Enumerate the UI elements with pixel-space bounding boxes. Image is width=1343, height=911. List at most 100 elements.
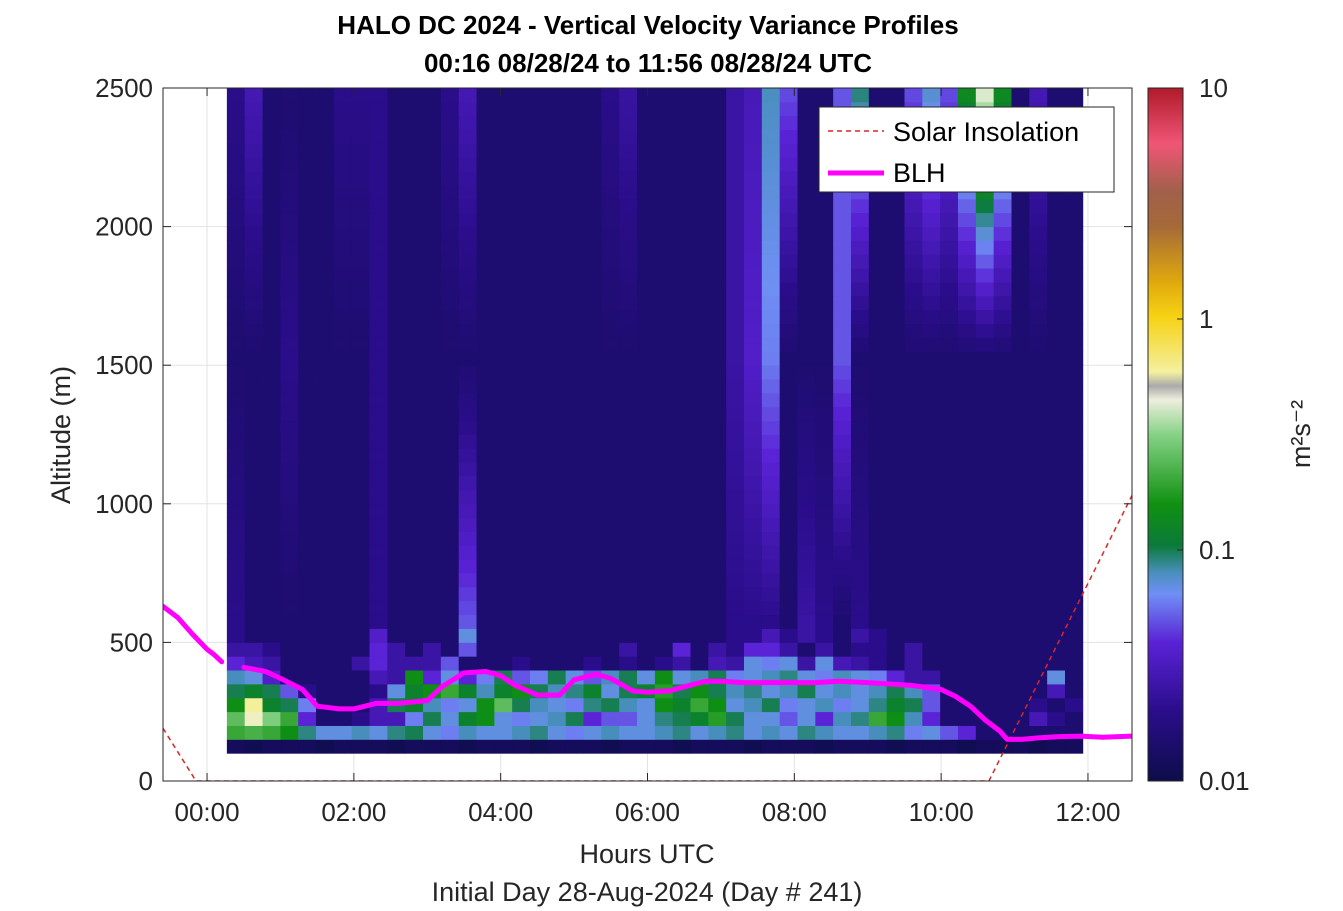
heatmap-cell <box>886 503 905 519</box>
heatmap-cell <box>797 628 816 643</box>
heatmap-cell <box>744 392 763 408</box>
heatmap-cell <box>726 295 745 311</box>
heatmap-cell <box>904 406 923 422</box>
heatmap-cell <box>690 503 709 519</box>
heatmap-cell <box>547 392 567 408</box>
heatmap-cell <box>440 711 460 726</box>
heatmap-cell <box>530 586 549 602</box>
heatmap-cell <box>708 448 727 463</box>
heatmap-cell <box>1029 309 1048 325</box>
heatmap-cell <box>565 337 584 352</box>
heatmap-cell <box>333 171 353 186</box>
heatmap-cell <box>387 392 406 408</box>
heatmap-cell <box>583 406 602 422</box>
heatmap-cell <box>851 240 870 255</box>
heatmap-cell <box>262 254 281 269</box>
heatmap-cell <box>779 185 798 200</box>
heatmap-cell <box>1011 88 1030 103</box>
heatmap-cell <box>547 351 567 366</box>
heatmap-cell <box>637 129 656 144</box>
heatmap-cell <box>387 268 406 283</box>
heatmap-cell <box>851 226 870 241</box>
heatmap-cell <box>369 489 388 505</box>
heatmap-cell <box>226 351 246 366</box>
heatmap-cell <box>280 489 299 505</box>
heatmap-cell <box>619 628 638 643</box>
heatmap-cell <box>244 420 263 435</box>
heatmap-cell <box>797 656 816 671</box>
heatmap-cell <box>316 240 335 255</box>
heatmap-cell <box>262 295 281 311</box>
heatmap-cell <box>744 171 763 186</box>
heatmap-cell <box>975 448 995 463</box>
heatmap-cell <box>904 240 923 255</box>
heatmap-cell <box>797 503 816 519</box>
heatmap-cell <box>797 351 816 366</box>
heatmap-cell <box>993 489 1012 505</box>
heatmap-cell <box>244 240 263 255</box>
heatmap-cell <box>458 725 477 740</box>
heatmap-cell <box>940 725 959 740</box>
heatmap-cell <box>957 198 977 214</box>
heatmap-cell <box>369 642 388 657</box>
heatmap-cell <box>512 226 531 241</box>
heatmap-cell <box>583 683 602 699</box>
heatmap-cell <box>904 489 923 505</box>
heatmap-cell <box>476 282 495 297</box>
heatmap-cell <box>708 115 727 130</box>
heatmap-cell <box>744 448 763 463</box>
heatmap-cell <box>458 739 477 754</box>
heatmap-cell <box>957 309 977 325</box>
heatmap-cell <box>583 614 602 629</box>
heatmap-cell <box>833 365 852 380</box>
heatmap-cell <box>851 656 870 671</box>
heatmap-cell <box>940 337 959 352</box>
heatmap-cell <box>280 282 299 297</box>
heatmap-cell <box>1064 476 1084 491</box>
heatmap-cell <box>744 642 763 657</box>
heatmap-cell <box>547 573 567 588</box>
heatmap-cell <box>369 115 388 130</box>
heatmap-cell <box>601 198 620 214</box>
heatmap-cell <box>1047 268 1066 283</box>
heatmap-cell <box>922 379 941 394</box>
heatmap-cell <box>458 697 477 713</box>
heatmap-cell <box>547 226 567 241</box>
heatmap-cell <box>922 573 941 588</box>
heatmap-cell <box>672 559 691 574</box>
heatmap-cell <box>868 323 888 338</box>
heatmap-cell <box>280 739 299 754</box>
heatmap-cell <box>779 143 798 158</box>
heatmap-cell <box>333 185 353 200</box>
heatmap-cell <box>672 171 691 186</box>
heatmap-cell <box>957 406 977 422</box>
heatmap-cell <box>1011 337 1030 352</box>
heatmap-cell <box>530 489 549 505</box>
heatmap-cell <box>333 379 353 394</box>
heatmap-cell <box>1047 198 1066 214</box>
heatmap-cell <box>957 365 977 380</box>
heatmap-cell <box>1064 670 1084 685</box>
heatmap-cell <box>476 129 495 144</box>
heatmap-cell <box>547 101 567 117</box>
heatmap-cell <box>637 351 656 366</box>
heatmap-cell <box>405 88 424 103</box>
heatmap-cell <box>1064 434 1084 449</box>
heatmap-cell <box>922 600 941 616</box>
heatmap-cell <box>244 101 263 117</box>
heatmap-cell <box>815 517 834 532</box>
heatmap-cell <box>1029 628 1048 643</box>
heatmap-cell <box>993 365 1012 380</box>
heatmap-cell <box>458 628 477 643</box>
heatmap-cell <box>423 517 442 532</box>
heatmap-cell <box>957 489 977 505</box>
heatmap-cell <box>494 392 513 408</box>
heatmap-cell <box>262 656 281 671</box>
heatmap-cell <box>423 628 442 643</box>
heatmap-cell <box>369 240 388 255</box>
heatmap-cell <box>619 282 638 297</box>
heatmap-cell <box>494 337 513 352</box>
heatmap-cell <box>868 392 888 408</box>
heatmap-cell <box>369 171 388 186</box>
heatmap-cell <box>333 212 353 227</box>
